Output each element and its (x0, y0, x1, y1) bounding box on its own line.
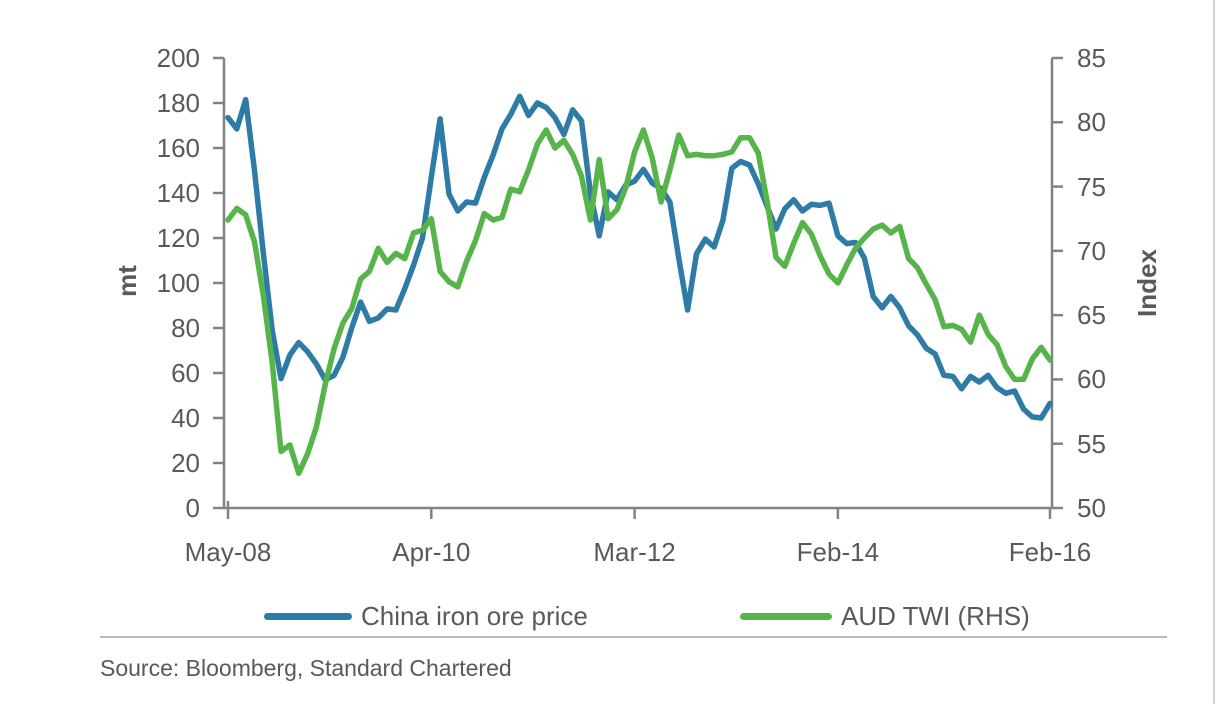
legend-swatch-aud-twi (740, 613, 832, 620)
y-left-tick-label: 80 (171, 313, 200, 343)
y-left-tick-label: 120 (156, 223, 200, 253)
x-axis-tick-label: Feb-14 (796, 537, 880, 567)
y-left-tick-label: 0 (185, 493, 200, 523)
y-left-tick-label: 60 (171, 358, 200, 388)
y-right-tick-label: 55 (1077, 428, 1106, 459)
x-axis-tick-label: Apr-10 (392, 537, 471, 567)
source-divider (100, 636, 1167, 638)
y-right-tick-label: 80 (1077, 107, 1106, 138)
legend-swatch-china-iron-ore (264, 613, 352, 620)
y-left-tick-label: 140 (156, 178, 200, 208)
series-line-aud-twi (225, 127, 1053, 477)
x-axis-tick-label: May-08 (184, 537, 272, 567)
y-right-tick-label: 50 (1077, 493, 1106, 523)
y-left-tick-label: 40 (171, 403, 200, 433)
y-right-tick-label: 65 (1077, 300, 1106, 331)
y-left-tick-label: 180 (156, 88, 200, 118)
x-axis-tick-label: Feb-16 (1008, 537, 1092, 567)
y-left-tick-label: 200 (156, 43, 200, 73)
y-right-tick-label: 85 (1077, 43, 1106, 73)
legend-label-china-iron-ore: China iron ore price (361, 601, 588, 631)
y-left-tick-label: 100 (156, 268, 200, 298)
y-right-tick-label: 75 (1077, 171, 1106, 202)
y-left-tick-label: 160 (156, 133, 200, 163)
series-line-china-iron-ore (225, 93, 1053, 421)
page-right-border (1213, 0, 1215, 704)
y-right-tick-label: 60 (1077, 364, 1106, 395)
y-right-tick-label: 70 (1077, 235, 1106, 266)
source-note: Source: Bloomberg, Standard Chartered (100, 655, 512, 681)
x-axis-tick-label: Mar-12 (593, 537, 676, 567)
y-left-tick-label: 20 (171, 448, 200, 478)
legend-label-aud-twi: AUD TWI (RHS) (841, 601, 1030, 631)
